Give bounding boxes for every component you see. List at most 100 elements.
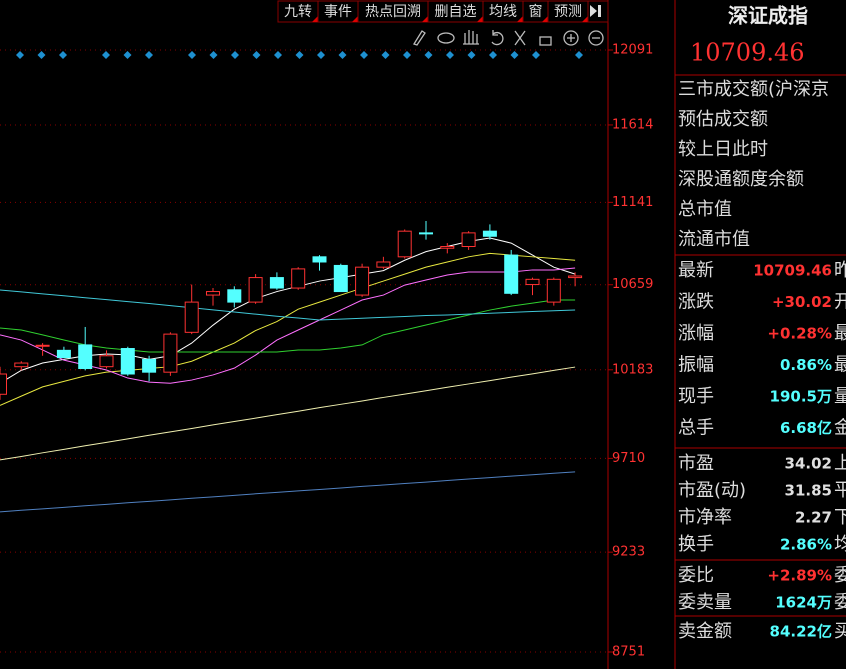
quote-tail: 委 xyxy=(834,592,846,613)
info-label: 深股通额度余额 xyxy=(678,169,804,190)
event-marker[interactable] xyxy=(489,51,497,59)
quote-tail: 下 xyxy=(834,507,846,528)
hand-icon[interactable] xyxy=(463,30,479,45)
toolbar-label: 窗 xyxy=(529,3,543,20)
candle-body xyxy=(504,254,519,294)
event-marker[interactable] xyxy=(37,51,46,59)
candle-body xyxy=(56,349,71,359)
quote-value: 2.86% xyxy=(780,536,832,554)
quote-tail: 上 xyxy=(834,453,846,474)
y-tick-label: 10659 xyxy=(612,277,653,292)
toolbar-label: 均线 xyxy=(489,4,517,20)
button-corner xyxy=(542,16,548,22)
event-marker[interactable] xyxy=(274,51,282,59)
toolbar-label: 事件 xyxy=(324,4,352,20)
event-marker[interactable] xyxy=(59,51,67,59)
quote-label: 现手 xyxy=(678,386,714,407)
button-corner xyxy=(517,16,523,22)
zoom-out-icon[interactable] xyxy=(588,30,604,46)
event-marker[interactable] xyxy=(467,51,476,59)
candle-body xyxy=(35,344,50,347)
candle-body xyxy=(440,246,455,249)
y-tick-label: 11614 xyxy=(612,117,653,132)
lock-icon[interactable] xyxy=(539,36,552,46)
info-label: 预估成交额 xyxy=(678,109,768,130)
candle-body xyxy=(461,232,476,248)
panel-title: 深证成指 xyxy=(728,4,808,28)
event-marker[interactable] xyxy=(575,51,583,59)
button-corner xyxy=(312,16,318,22)
event-marker[interactable] xyxy=(252,51,261,59)
y-tick-label: 10183 xyxy=(612,362,653,377)
y-tick-label: 9233 xyxy=(612,545,645,560)
event-marker[interactable] xyxy=(360,51,368,59)
event-marker[interactable] xyxy=(403,51,411,59)
quote-tail: 金 xyxy=(834,418,846,439)
candle-body xyxy=(99,355,114,368)
quote-tail: 昨 xyxy=(834,260,846,281)
candle-body xyxy=(376,261,391,268)
quote-label: 市盈 xyxy=(678,453,714,474)
candle-body xyxy=(568,275,583,279)
moving-average-line xyxy=(0,366,576,461)
event-marker[interactable] xyxy=(532,51,540,59)
event-marker[interactable] xyxy=(209,51,218,59)
event-marker[interactable] xyxy=(145,51,153,59)
candle-body xyxy=(142,358,157,373)
moving-average-line xyxy=(0,289,576,321)
info-label: 较上日此时 xyxy=(678,139,768,160)
candle-body xyxy=(14,362,29,368)
quote-tail: 最 xyxy=(834,323,846,344)
event-marker[interactable] xyxy=(381,51,390,59)
candle-body xyxy=(184,301,199,333)
button-corner xyxy=(352,16,358,22)
candle-body xyxy=(227,289,242,303)
quote-label: 总手 xyxy=(678,418,714,439)
quote-value: 0.86% xyxy=(780,356,832,374)
zoom-in-plus xyxy=(567,34,575,42)
candle-body xyxy=(312,256,327,263)
scissors-icon[interactable] xyxy=(514,30,526,46)
event-marker[interactable] xyxy=(16,51,24,59)
quote-label: 市盈(动) xyxy=(678,480,746,501)
y-tick-label: 9710 xyxy=(612,451,645,466)
quote-value: +2.89% xyxy=(767,567,832,585)
candle-body xyxy=(397,230,412,258)
event-marker[interactable] xyxy=(446,51,454,59)
event-marker[interactable] xyxy=(338,51,347,59)
candle-body xyxy=(0,373,7,395)
candle-body xyxy=(163,333,178,373)
quote-label: 涨跌 xyxy=(678,292,714,313)
pencil-icon[interactable] xyxy=(413,30,426,46)
candle-body xyxy=(419,232,433,235)
undo-icon[interactable] xyxy=(491,30,504,46)
event-marker[interactable] xyxy=(231,51,239,59)
exit-icon[interactable] xyxy=(590,5,601,17)
candle-body xyxy=(206,291,220,296)
quote-value: 1624万 xyxy=(775,594,832,612)
quote-tail: 平 xyxy=(834,480,846,501)
event-marker[interactable] xyxy=(102,51,110,59)
quote-label: 换手 xyxy=(678,534,714,555)
event-marker[interactable] xyxy=(295,51,304,59)
quote-label: 卖金额 xyxy=(678,621,732,642)
quote-label: 最新 xyxy=(678,260,714,281)
zoom-in-icon[interactable] xyxy=(563,30,579,46)
eye-icon[interactable] xyxy=(437,32,455,44)
event-marker[interactable] xyxy=(510,51,519,59)
event-marker[interactable] xyxy=(188,51,196,59)
quote-value: 10709.46 xyxy=(753,262,832,280)
event-marker[interactable] xyxy=(317,51,325,59)
event-marker[interactable] xyxy=(123,51,132,59)
tool-icons xyxy=(413,30,604,46)
quote-tail: 量 xyxy=(834,386,846,407)
quote-value: +0.28% xyxy=(767,325,832,343)
event-marker[interactable] xyxy=(424,51,433,59)
toolbar-label: 热点回溯 xyxy=(365,4,421,20)
moving-average-line xyxy=(0,299,576,353)
toolbar-button[interactable] xyxy=(587,0,609,23)
info-label: 三市成交额(沪深京 xyxy=(678,79,829,100)
quote-value: 31.85 xyxy=(785,482,832,500)
candle-body xyxy=(248,277,263,303)
